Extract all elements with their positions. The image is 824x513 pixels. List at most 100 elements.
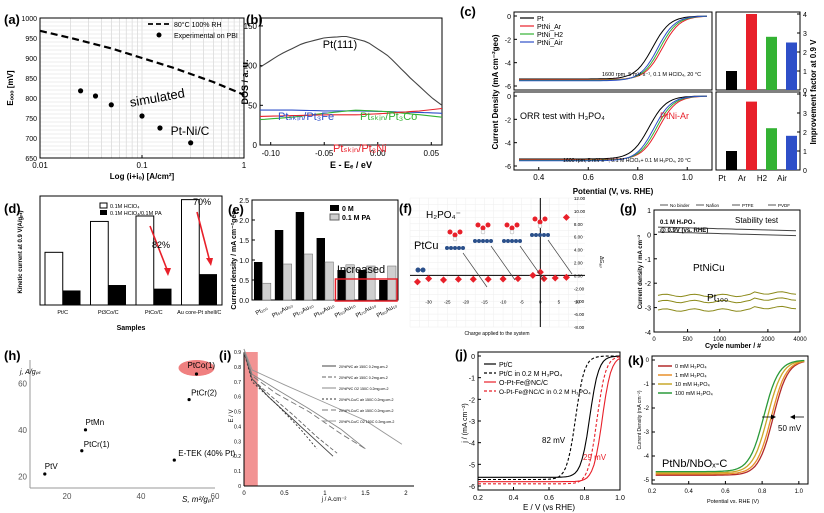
- data-point: [172, 458, 176, 462]
- legend-label: PtNi_Ar: [537, 24, 562, 31]
- surface-atom: [510, 239, 514, 243]
- y-tick-label: -3: [644, 430, 650, 436]
- y-tick-label: 2.0: [239, 218, 249, 225]
- bar-0m: [358, 270, 367, 300]
- molecule-atom: [509, 225, 515, 231]
- annotation: Ptₛₖᵢₙ/Pt₃Co: [360, 111, 417, 123]
- arrow-head: [790, 414, 795, 420]
- point-label: PtCr(1): [84, 440, 110, 449]
- data-point: [499, 275, 507, 283]
- y-tick-label: 6.00: [574, 235, 583, 240]
- point-label: PtMn: [86, 418, 105, 427]
- lsv-curve: [655, 360, 805, 474]
- plot-frame-b: [259, 17, 443, 146]
- x-tick-label: 0.2: [473, 495, 483, 502]
- surface-atom: [461, 246, 465, 250]
- x-tick-label: 1.5: [361, 491, 370, 497]
- y-tick-label: 2: [803, 130, 807, 137]
- bar-pa: [153, 288, 172, 305]
- polarization-curve: [243, 351, 318, 450]
- molecule-atom: [447, 229, 453, 235]
- x-tick-label: 1.0: [795, 489, 804, 495]
- data-point: [43, 472, 47, 476]
- dos-curve: [259, 109, 443, 121]
- data-point: [80, 449, 84, 453]
- point-label: PtCr(2): [191, 389, 217, 398]
- bar-0m: [254, 262, 263, 300]
- y-tick-label: 0.6: [234, 395, 241, 401]
- plot-frame-c: [513, 91, 713, 171]
- molecule-atom: [485, 222, 491, 228]
- x-tick-label: -10: [500, 299, 507, 304]
- y-tick-label: 10.00: [574, 209, 586, 214]
- y-tick-label: 1: [803, 149, 807, 156]
- data-point: [108, 102, 114, 108]
- x-axis-label: E / V (vs RHE): [523, 503, 575, 512]
- legend-label: 20%Pt/C O2 150C 0.2mg.cm-2: [339, 387, 389, 391]
- annotation: 1600 rpm, 5 mV s⁻¹, 0.1 M HClO₄, 20 °C: [602, 72, 701, 78]
- x-tick-label: 20: [63, 492, 72, 501]
- legend-label: Nafion: [706, 203, 720, 208]
- bar-0m: [379, 280, 388, 300]
- y-tick-label: -6: [469, 484, 475, 491]
- plot-frame-c: [513, 11, 713, 91]
- x-tick-label: 1: [323, 491, 327, 497]
- surface-atom: [449, 246, 453, 250]
- surface-atom: [542, 233, 546, 237]
- y-axis-label: Current Density (mA cm⁻²geo): [491, 34, 500, 149]
- y-tick-label: -4.00: [574, 299, 585, 304]
- x-tick-label: 0.6: [583, 173, 595, 182]
- y-tick-label: 60: [18, 379, 27, 388]
- stability-curve: [657, 305, 797, 312]
- lsv-curve: [478, 355, 621, 478]
- improvement-bar: [786, 135, 797, 170]
- lsv-curve: [478, 356, 621, 485]
- y-axis-label: DOS / a. u.: [240, 59, 250, 104]
- legend-label: 20%Pt-Co/C air 150C 0.2mg.cm-2: [339, 409, 394, 413]
- surface-atom: [502, 239, 506, 243]
- y-tick-label: -8.00: [574, 325, 585, 330]
- lsv-curve: [519, 95, 708, 161]
- data-point: [536, 268, 544, 276]
- plot-frame-c-bars: [715, 11, 801, 91]
- y-tick-label: 900: [25, 56, 37, 63]
- molecule-atom: [480, 229, 486, 235]
- shaded-region: [244, 352, 258, 486]
- x-axis-label: E - Eₑ / eV: [330, 160, 372, 170]
- y-tick-label: -6: [505, 84, 511, 91]
- y-tick-label: -5: [469, 462, 475, 469]
- y-tick-label: -2.00: [574, 286, 585, 291]
- category-label: Pt₉₀Au₁₀: [376, 303, 399, 320]
- y-tick-label: 1: [803, 69, 807, 76]
- y-tick-label: -2: [505, 117, 511, 124]
- panel-label: (k): [628, 353, 644, 368]
- x-tick-label: 1000: [713, 337, 727, 343]
- y-tick-label: 0.0: [239, 298, 249, 305]
- legend-label: Pt: [537, 16, 544, 23]
- y-tick-label: 850: [25, 76, 37, 83]
- y-axis-label: ΔGₐₒₗ: [598, 256, 604, 268]
- y-tick-label: -2: [644, 406, 650, 412]
- annotation: 0.1 M H₃PO₄: [660, 220, 695, 226]
- annotation: PtCu: [414, 240, 438, 252]
- data-point: [562, 213, 570, 221]
- panel-label: (d): [4, 201, 21, 216]
- data-point: [529, 271, 537, 279]
- simulated-curve: [39, 29, 245, 96]
- data-point: [469, 275, 477, 283]
- legend-marker: [156, 32, 162, 38]
- panel-label: (c): [460, 4, 476, 19]
- surface-atom: [420, 267, 426, 273]
- arrow-line: [547, 239, 573, 275]
- y-tick-label: -1: [644, 382, 650, 388]
- arrow-head: [206, 258, 213, 266]
- legend-label: 0.1M HClO₄: [110, 204, 140, 210]
- data-point: [157, 125, 163, 131]
- y-tick-label: -2: [645, 281, 651, 288]
- y-tick-label: 0: [507, 94, 511, 101]
- category-label: Pt₇₀Au₃₀: [292, 303, 315, 320]
- y-tick-label: 150: [244, 22, 258, 31]
- annotation: PtNiCu: [693, 263, 725, 274]
- legend-label: 0 M: [342, 206, 354, 213]
- category-label: Pt₁₀₀: [255, 305, 269, 317]
